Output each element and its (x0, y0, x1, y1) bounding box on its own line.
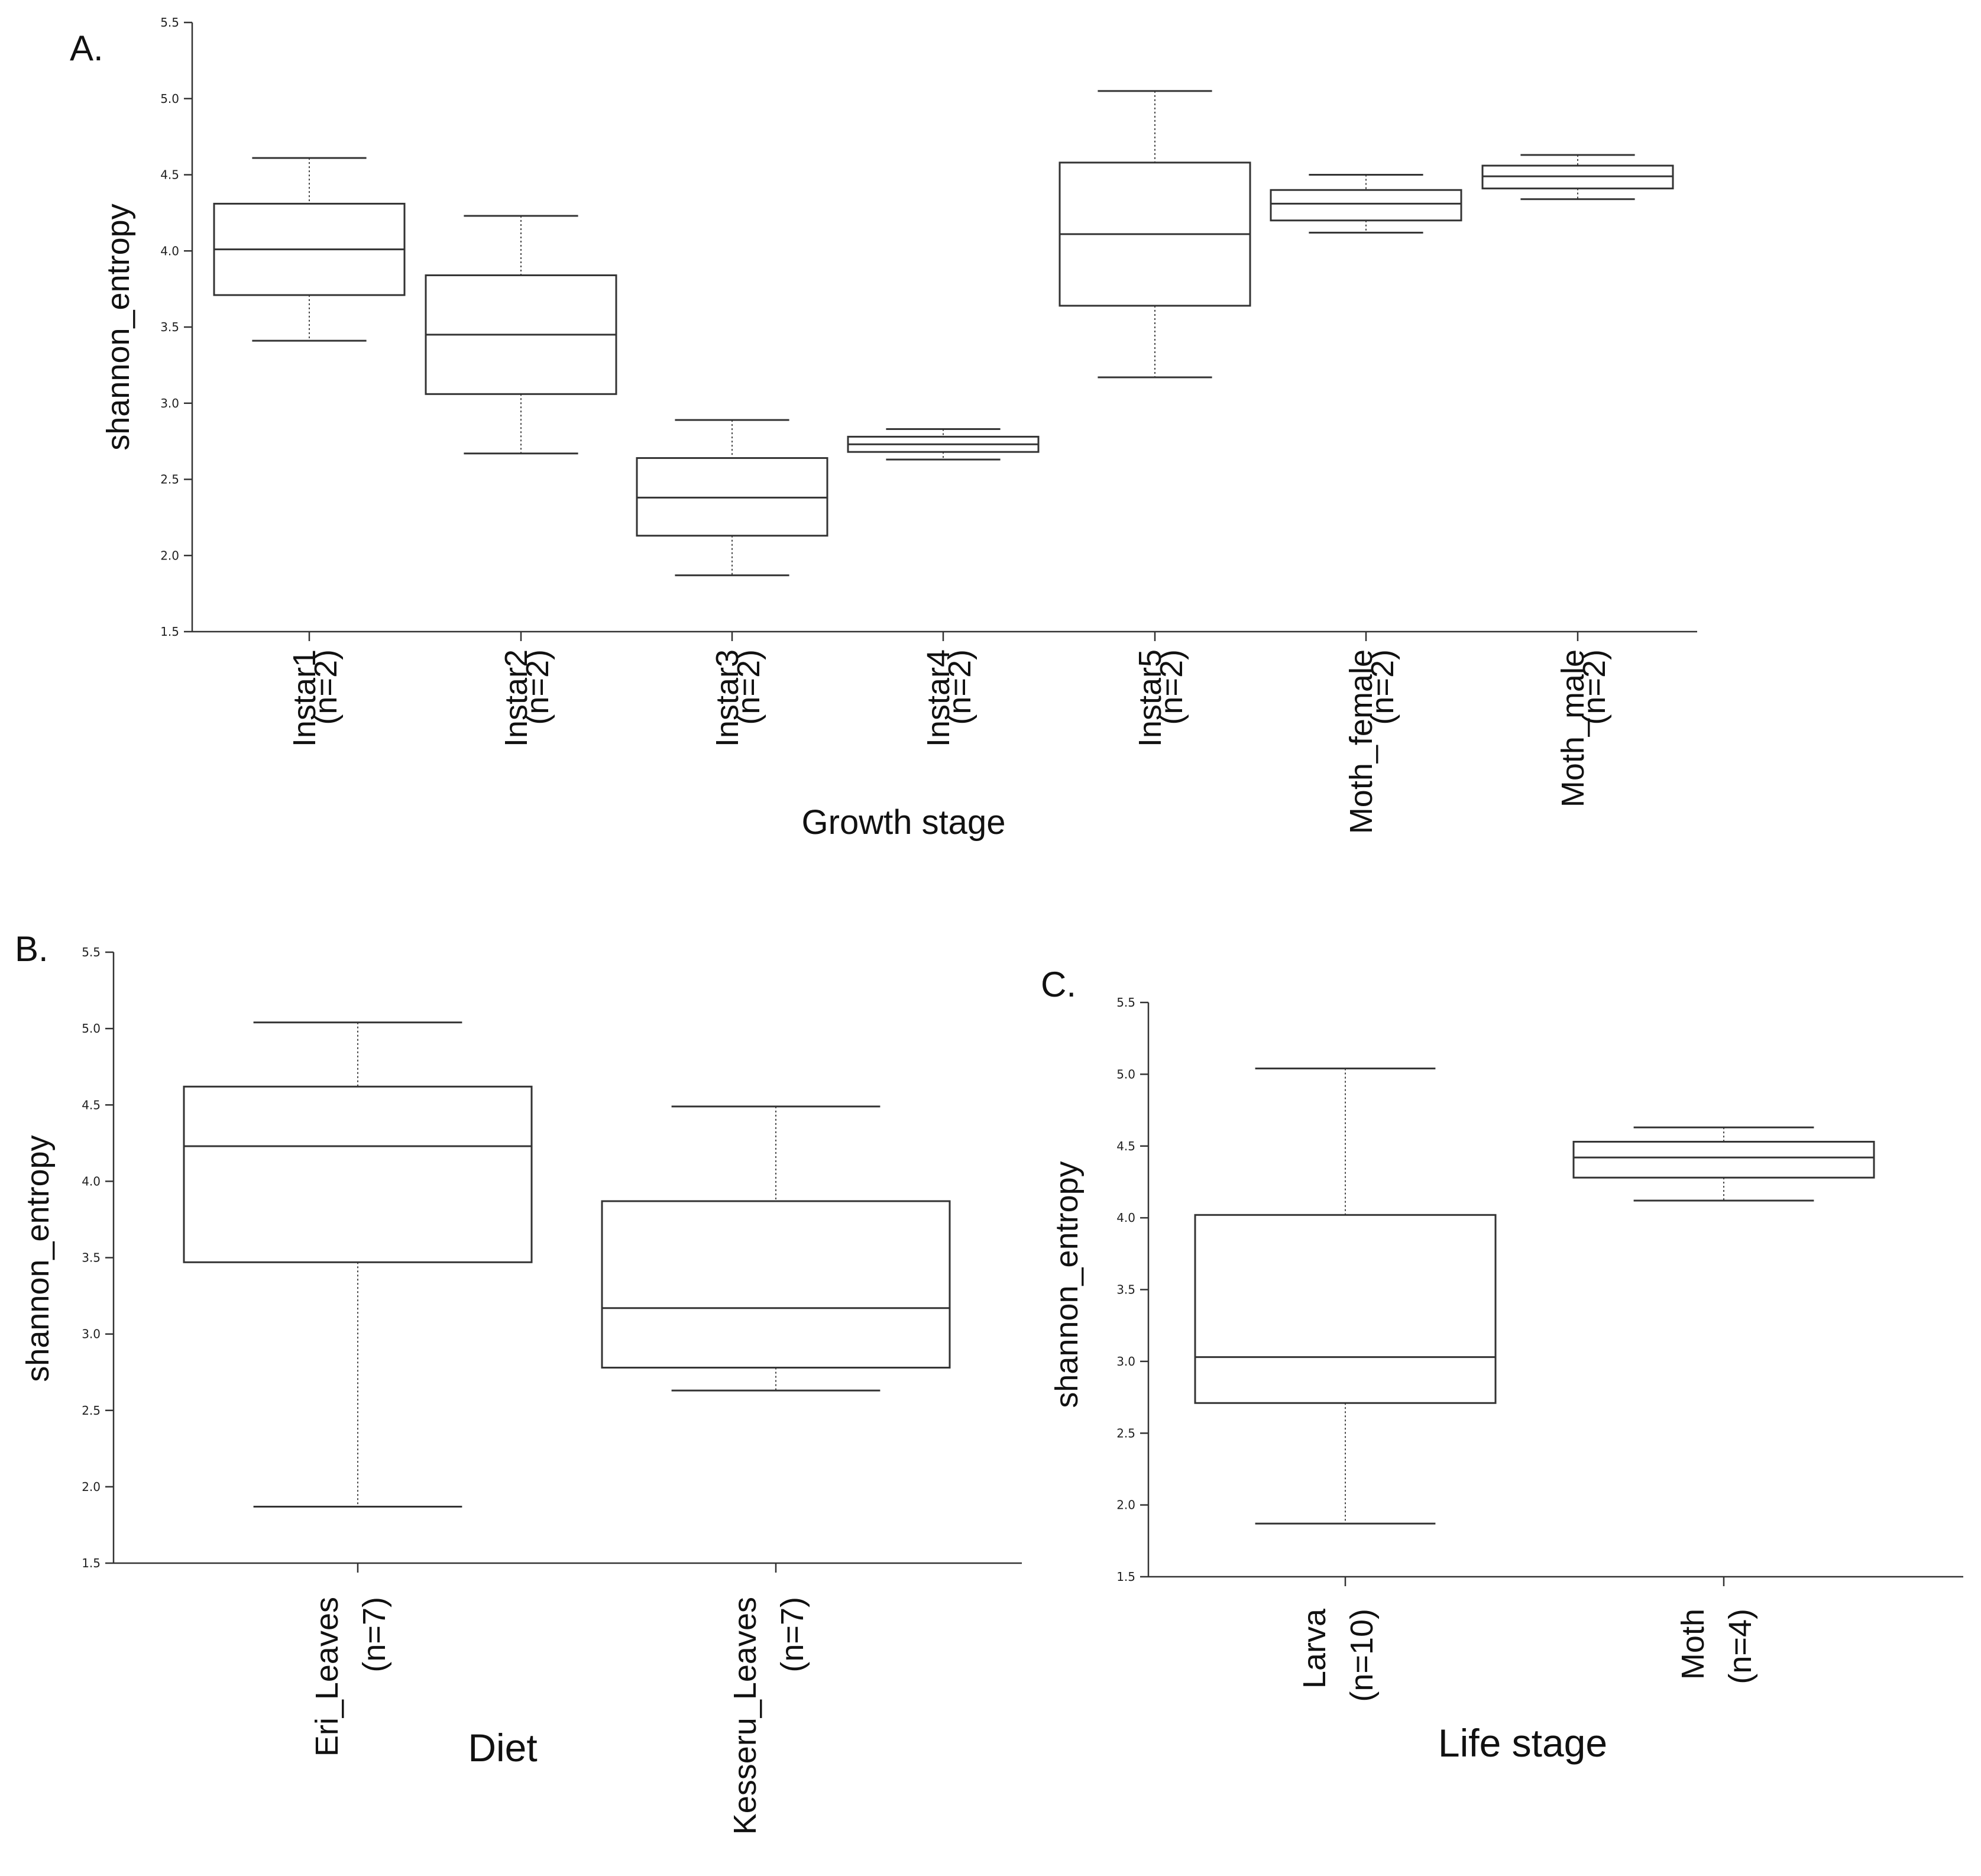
category-count: (n=2) (942, 649, 977, 725)
y-axis-label: shannon_entropy (1049, 1161, 1085, 1408)
y-tick-label: 4.0 (160, 244, 179, 258)
y-tick-label: 4.0 (1116, 1211, 1135, 1225)
y-tick-label: 4.5 (82, 1098, 101, 1112)
category-count: (n=2) (731, 649, 766, 725)
iqr-box (1270, 189, 1462, 222)
category-label: Moth_female (1344, 649, 1379, 834)
category-label: Instar3 (710, 649, 745, 747)
category-label: Eri_Leaves (309, 1597, 345, 1757)
box-instar3: Instar3(n=2) (636, 419, 828, 747)
y-axis-label: shannon_entropy (20, 1135, 56, 1382)
y-tick-label: 3.5 (82, 1251, 101, 1265)
panel-a: A. 1.5 2.0 2.5 3.0 3.5 4.0 4.5 5.0 5.5 shannon_ent… (70, 15, 1697, 842)
box-larva: Larva (n=10) (1194, 1068, 1497, 1702)
y-tick-label: 5.0 (82, 1021, 101, 1036)
y-tick-label: 3.0 (160, 396, 179, 410)
box-instar4: Instar4(n=2) (847, 428, 1040, 747)
y-tick-label: 1.5 (1116, 1570, 1135, 1584)
category-label: Larva (1297, 1608, 1332, 1689)
y-tick-label: 1.5 (160, 625, 179, 639)
category-count: (n=4) (1723, 1609, 1758, 1684)
y-tick-label: 5.0 (160, 92, 179, 106)
y-tick-label: 5.5 (82, 945, 101, 959)
y-tick-label: 3.0 (1116, 1354, 1135, 1369)
box-moth: Moth (n=4) (1572, 1126, 1875, 1684)
category-label: Kesseru_Leaves (727, 1597, 763, 1835)
iqr-box (601, 1200, 951, 1369)
category-label: Instar4 (921, 649, 956, 747)
y-tick-label: 4.5 (1116, 1139, 1135, 1153)
y-tick-label: 3.0 (82, 1327, 101, 1341)
category-count: (n=2) (1577, 649, 1612, 725)
panel-b: B. 1.5 2.0 2.5 3.0 3.5 4.0 4.5 5.0 5.5 shannon_ent… (15, 929, 1022, 1835)
y-tick-label: 2.5 (82, 1403, 101, 1418)
y-axis-label: shannon_entropy (101, 203, 136, 450)
x-axis-label: Life stage (1438, 1721, 1607, 1765)
y-tick-label: 2.5 (1116, 1426, 1135, 1440)
x-axis-label: Diet (468, 1726, 537, 1770)
x-axis-label: Growth stage (802, 803, 1006, 842)
category-count: (n=10) (1344, 1609, 1380, 1702)
y-tick-label: 4.0 (82, 1174, 101, 1188)
iqr-box (1194, 1214, 1497, 1404)
y-tick-label: 5.0 (1116, 1067, 1135, 1081)
panel-label: B. (15, 929, 48, 969)
category-count: (n=7) (775, 1597, 810, 1673)
panel-c: C. 1.5 2.0 2.5 3.0 3.5 4.0 4.5 5.0 5.5 shannon_ent… (1041, 965, 1963, 1765)
panel-label: A. (70, 28, 103, 68)
y-tick-label: 2.5 (160, 473, 179, 487)
box-instar5: Instar5(n=2) (1059, 90, 1251, 747)
category-count: (n=7) (357, 1597, 392, 1673)
y-tick-label: 1.5 (82, 1556, 101, 1570)
box-instar1: Instar1(n=2) (213, 157, 406, 747)
box-moth-female: Moth_female(n=2) (1270, 174, 1462, 834)
category-label: Moth_male (1555, 649, 1591, 807)
category-count: (n=2) (1154, 649, 1189, 725)
box-moth-male: Moth_male(n=2) (1481, 154, 1674, 807)
category-count: (n=2) (308, 649, 344, 725)
iqr-box (183, 1085, 533, 1263)
y-tick-label: 2.0 (82, 1480, 101, 1494)
category-label: Instar5 (1132, 649, 1168, 747)
y-tick-label: 3.5 (1116, 1283, 1135, 1297)
y-tick-label: 5.5 (1116, 995, 1135, 1010)
box-kesseru-leaves: Kesseru_Leaves (n=7) (601, 1105, 951, 1835)
iqr-box (1572, 1140, 1875, 1179)
box-eri-leaves: Eri_Leaves (n=7) (183, 1021, 533, 1757)
box-instar2: Instar2(n=2) (425, 215, 617, 747)
category-label: Instar2 (499, 649, 534, 747)
category-label: Instar1 (287, 649, 322, 747)
y-tick-label: 4.5 (160, 168, 179, 182)
category-count: (n=2) (520, 649, 555, 725)
y-tick-label: 2.0 (160, 548, 179, 562)
y-tick-label: 5.5 (160, 15, 179, 30)
panel-label: C. (1041, 965, 1076, 1004)
y-tick-label: 3.5 (160, 320, 179, 334)
y-tick-label: 2.0 (1116, 1498, 1135, 1512)
category-label: Moth (1675, 1609, 1711, 1680)
category-count: (n=2) (1365, 649, 1400, 725)
